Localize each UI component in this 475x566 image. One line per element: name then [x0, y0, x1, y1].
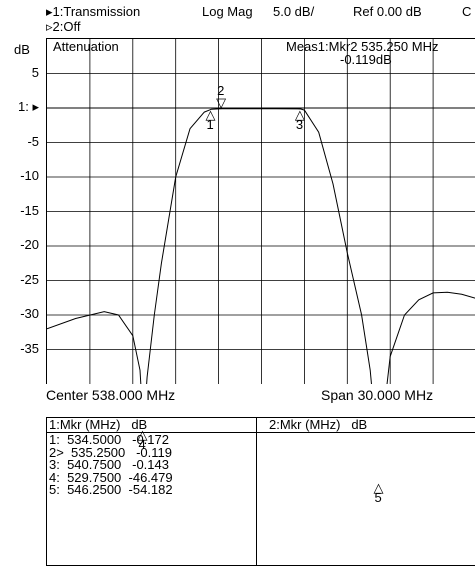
y-tick-label: -20: [20, 237, 39, 252]
marker-table-row[interactable]: 5: 546.2500 -54.182: [49, 482, 173, 497]
transmission-trace: [47, 108, 475, 384]
marker-1-icon[interactable]: △: [205, 107, 216, 123]
trace1-label[interactable]: ▸1:Transmission: [46, 4, 141, 19]
marker-5-label: 5: [374, 489, 382, 505]
trace2-label[interactable]: ▹2:Off: [46, 19, 81, 34]
channel-label[interactable]: C: [462, 4, 472, 19]
marker-table-1-rows: 1: 534.5000 -0.172 2> 535.2500 -0.119 3: 5…: [49, 432, 173, 497]
table-divider: [47, 432, 257, 433]
marker-1-label: 1: [206, 117, 214, 133]
marker-3-icon[interactable]: △: [294, 106, 305, 122]
y-tick-label: -35: [20, 340, 39, 356]
plot-area[interactable]: [46, 38, 475, 384]
marker-2-icon[interactable]: ▽: [216, 94, 227, 110]
y-tick-label: -5: [27, 133, 39, 149]
marker-table-2-header: 2:Mkr (MHz) dB: [269, 417, 368, 432]
marker-readout-line1: Meas1:Mkr2 535.250 MHz: [286, 39, 439, 54]
table-divider: [257, 432, 475, 433]
plot-title: Attenuation: [53, 39, 119, 54]
y-tick-label: -15: [20, 202, 39, 218]
marker-table-row[interactable]: 4: 529.7500 -46.479: [49, 469, 173, 485]
y-tick-label: -25: [20, 271, 39, 287]
marker-2-label: 2: [217, 82, 225, 98]
marker-4-label: 4: [138, 436, 146, 452]
marker-table-row[interactable]: 3: 540.7500 -0.143: [49, 457, 169, 472]
marker-table-row[interactable]: 1: 534.5000 -0.172: [49, 432, 169, 447]
scale-label[interactable]: 5.0 dB/: [273, 4, 315, 19]
marker-3-label: 3: [295, 116, 304, 132]
marker-5-icon[interactable]: △: [373, 479, 384, 495]
y-unit-label: dB: [14, 42, 30, 57]
marker-table-1[interactable]: 1:Mkr (MHz) dB 1: 534.5000 -0.172 2> 535.…: [46, 417, 257, 566]
y-tick-label: -30: [20, 306, 39, 321]
trace-canvas: [47, 39, 475, 384]
y-tick-label: 1: ▸: [18, 99, 39, 114]
marker-4-icon[interactable]: △: [137, 426, 148, 442]
marker-table-1-header: 1:Mkr (MHz) dB: [49, 417, 148, 432]
ref-label[interactable]: Ref 0.00 dB: [353, 4, 422, 19]
center-frequency: Center 538.000 MHz: [46, 387, 176, 403]
marker-readout-line2: -0.119dB: [340, 52, 392, 67]
span-frequency: Span 30.000 MHz: [321, 387, 434, 403]
y-tick-label: 5: [31, 64, 39, 80]
y-tick-label: -10: [20, 168, 39, 183]
marker-table-2[interactable]: 2:Mkr (MHz) dB: [256, 417, 475, 566]
format-label[interactable]: Log Mag: [202, 4, 253, 19]
marker-table-row[interactable]: 2> 535.2500 -0.119: [49, 444, 172, 460]
